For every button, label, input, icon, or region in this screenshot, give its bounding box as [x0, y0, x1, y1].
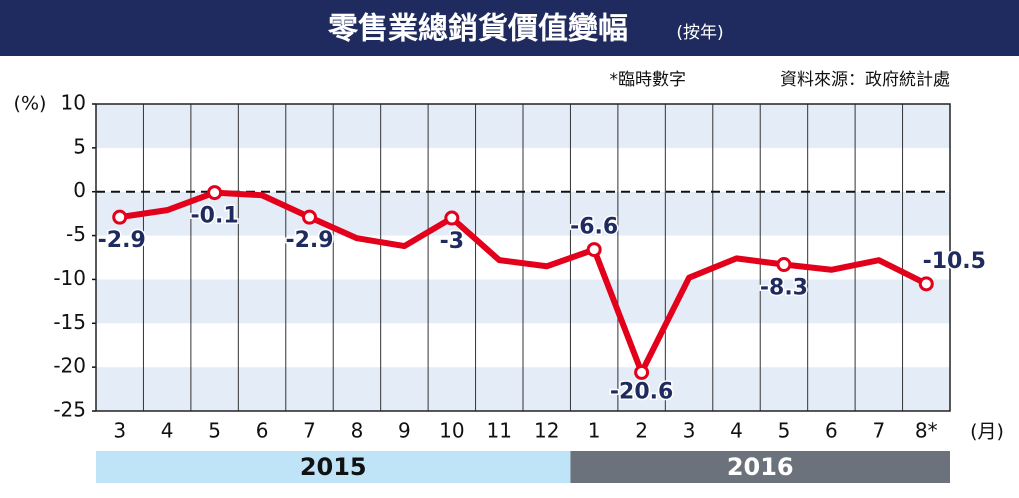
plot-border	[95, 103, 951, 412]
marker	[776, 257, 792, 273]
y-tick-label: 0	[73, 178, 86, 202]
marker	[112, 209, 128, 225]
marker	[302, 209, 317, 225]
x-tick-label: 4	[730, 419, 743, 443]
chart-subtitle: (按年)	[676, 23, 723, 43]
x-tick-label: 5	[778, 419, 791, 443]
y-tick-label: -10	[53, 266, 86, 290]
y-tick-label: -25	[53, 398, 86, 422]
x-tick-label: 6	[825, 419, 838, 443]
x-tick-label: 8	[351, 419, 364, 443]
data-label: -6.6	[570, 215, 618, 240]
y-tick-label: 5	[73, 134, 86, 158]
year-label: 2015	[300, 453, 367, 481]
data-label: -10.5	[923, 249, 986, 274]
marker	[586, 242, 602, 258]
x-axis-label: (月)	[970, 421, 1004, 443]
data-line	[119, 189, 928, 376]
year-band	[570, 451, 950, 483]
x-tick-label: 12	[534, 419, 559, 443]
data-label: -0.1	[191, 204, 239, 229]
note: *臨時數字	[610, 70, 687, 90]
y-tick-label: -15	[53, 310, 86, 334]
marker	[207, 185, 223, 201]
year-label: 2016	[727, 453, 794, 481]
x-tick-label: 10	[439, 419, 464, 443]
data-label: -3	[440, 229, 464, 254]
x-tick-label: 5	[208, 419, 221, 443]
marker	[634, 364, 650, 380]
marker	[918, 276, 934, 292]
x-tick-label: 9	[398, 419, 411, 443]
data-label: -8.3	[760, 276, 808, 301]
x-tick-label: 8*	[915, 419, 938, 443]
data-label: -2.9	[285, 228, 333, 253]
x-tick-label: 1	[588, 419, 601, 443]
year-band	[96, 451, 571, 483]
data-label: -2.9	[98, 228, 146, 253]
title-bar	[0, 0, 1019, 56]
source: 資料來源：政府統計處	[780, 70, 950, 90]
x-tick-label: 6	[256, 419, 269, 443]
y-axis-label: (%)	[14, 93, 47, 115]
y-tick-label: -5	[66, 222, 86, 246]
x-tick-label: 3	[683, 419, 696, 443]
x-tick-label: 7	[303, 419, 316, 443]
y-tick-label: -20	[53, 354, 86, 378]
y-tick-label: 10	[61, 91, 86, 115]
x-tick-label: 11	[487, 419, 512, 443]
x-tick-label: 2	[635, 419, 648, 443]
x-tick-label: 7	[872, 419, 885, 443]
x-tick-label: 4	[161, 419, 174, 443]
data-label: -20.6	[610, 379, 673, 404]
marker	[444, 210, 460, 226]
x-tick-label: 3	[113, 419, 126, 443]
chart-title: 零售業總銷貨價值變幅	[328, 12, 628, 47]
